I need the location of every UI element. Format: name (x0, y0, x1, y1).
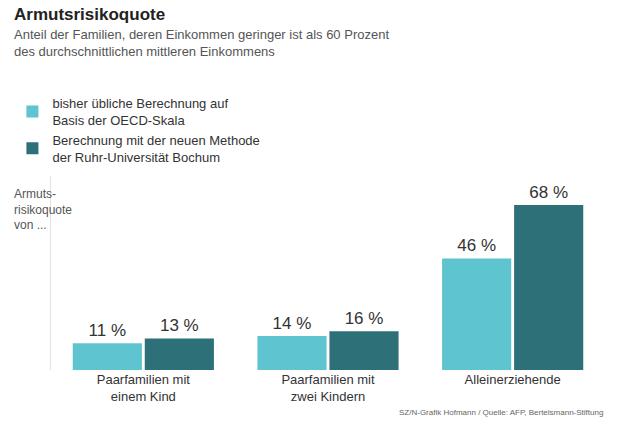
svg-text:16 %: 16 % (345, 309, 384, 328)
svg-text:14 %: 14 % (273, 314, 312, 333)
svg-text:Paarfamilien mitzwei Kindern: Paarfamilien mitzwei Kindern (281, 372, 375, 404)
svg-text:68 %: 68 % (529, 183, 568, 202)
svg-text:Paarfamilien miteinem Kind: Paarfamilien miteinem Kind (97, 372, 191, 404)
svg-text:Anteil der Familien, deren Ein: Anteil der Familien, deren Einkommen ger… (14, 27, 389, 59)
svg-text:Alleinerziehende: Alleinerziehende (465, 372, 561, 387)
svg-text:46 %: 46 % (457, 236, 496, 255)
svg-text:11 %: 11 % (89, 321, 127, 340)
svg-text:Berechnung mit der neuen Metho: Berechnung mit der neuen Methodeder Ruhr… (52, 133, 259, 165)
svg-text:13 %: 13 % (160, 316, 199, 335)
svg-text:Armutsrisikoquote: Armutsrisikoquote (14, 5, 165, 24)
svg-text:SZ/N-Grafik Hofmann / Quelle:: SZ/N-Grafik Hofmann / Quelle: AFP, Berte… (399, 408, 603, 417)
svg-text:Armuts-risikoquotevon ...: Armuts-risikoquotevon ... (14, 187, 72, 232)
svg-text:bisher übliche Berechnung aufB: bisher übliche Berechnung aufBasis der O… (52, 96, 228, 128)
